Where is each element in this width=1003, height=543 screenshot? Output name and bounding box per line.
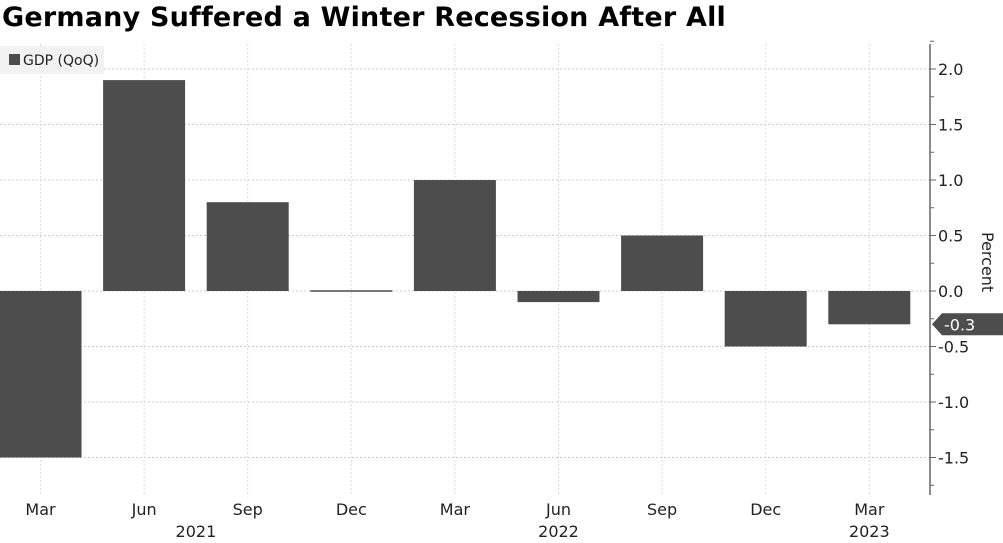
bar xyxy=(310,290,393,292)
bar xyxy=(621,235,704,291)
x-tick-label: Sep xyxy=(233,500,263,519)
y-tick-label: -0.5 xyxy=(938,338,969,357)
x-year-label: 2023 xyxy=(849,522,890,541)
bar xyxy=(103,80,186,291)
bar xyxy=(724,291,807,347)
bar xyxy=(206,202,289,291)
x-year-label: 2022 xyxy=(538,522,579,541)
y-tick-label: -1.5 xyxy=(938,449,969,468)
y-axis-label: Percent xyxy=(978,232,997,292)
chart-title: Germany Suffered a Winter Recession Afte… xyxy=(2,2,726,33)
bar xyxy=(413,180,496,291)
x-tick-label: Jun xyxy=(545,500,571,519)
y-tick-label: 0.5 xyxy=(938,227,963,246)
bar xyxy=(0,291,82,458)
bar xyxy=(828,291,911,325)
legend-swatch xyxy=(9,54,20,65)
bars xyxy=(0,80,911,458)
y-tick-label: 1.5 xyxy=(938,116,963,135)
legend: GDP (QoQ) xyxy=(0,46,104,74)
x-tick-label: Sep xyxy=(647,500,677,519)
x-tick-label: Dec xyxy=(750,500,781,519)
x-tick-label: Mar xyxy=(854,500,885,519)
last-value-tag xyxy=(932,313,1003,336)
x-tick-label: Dec xyxy=(336,500,367,519)
y-tick-label: 2.0 xyxy=(938,60,963,79)
x-year-label: 2021 xyxy=(176,522,217,541)
y-tick-label: 1.0 xyxy=(938,171,963,190)
bar xyxy=(517,291,600,303)
y-tick-label: -1.0 xyxy=(938,393,969,412)
y-axis: 2.0 1.5 1.0 0.5 0.0 -0.5 -1.0 -1.5 -0.3 xyxy=(929,40,1003,495)
legend-label: GDP (QoQ) xyxy=(23,53,99,69)
x-tick-label: Mar xyxy=(440,500,471,519)
last-value-label: -0.3 xyxy=(944,315,975,334)
x-tick-label: Mar xyxy=(25,500,56,519)
x-tick-label: Jun xyxy=(131,500,157,519)
x-axis: Mar Jun Sep Dec Mar Jun Sep Dec Mar 2021 2022 2023 xyxy=(25,500,889,541)
y-tick-label: 0.0 xyxy=(938,282,963,301)
